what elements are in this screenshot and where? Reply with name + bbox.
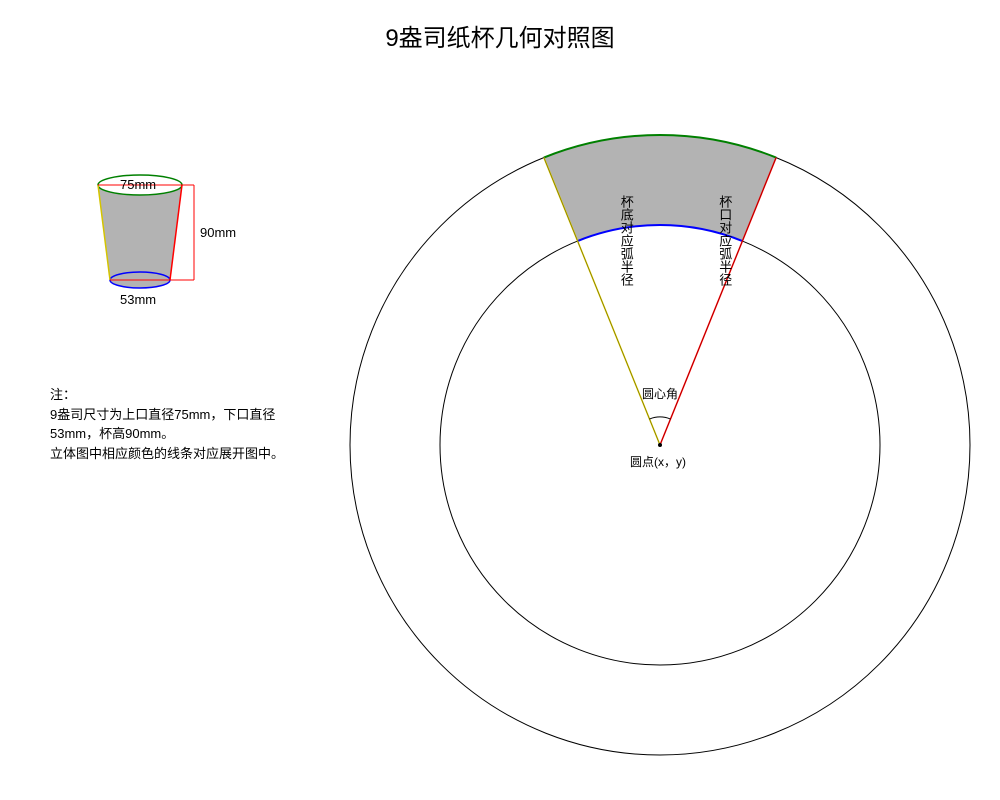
left-radius-label: 杯底对应弧半径 bbox=[617, 195, 636, 286]
unroll-diagram bbox=[0, 0, 1000, 800]
right-radius-label: 杯口对应弧半径 bbox=[715, 195, 734, 286]
angle-label: 圆心角 bbox=[642, 385, 678, 402]
center-label: 圆点(x，y) bbox=[630, 453, 686, 470]
